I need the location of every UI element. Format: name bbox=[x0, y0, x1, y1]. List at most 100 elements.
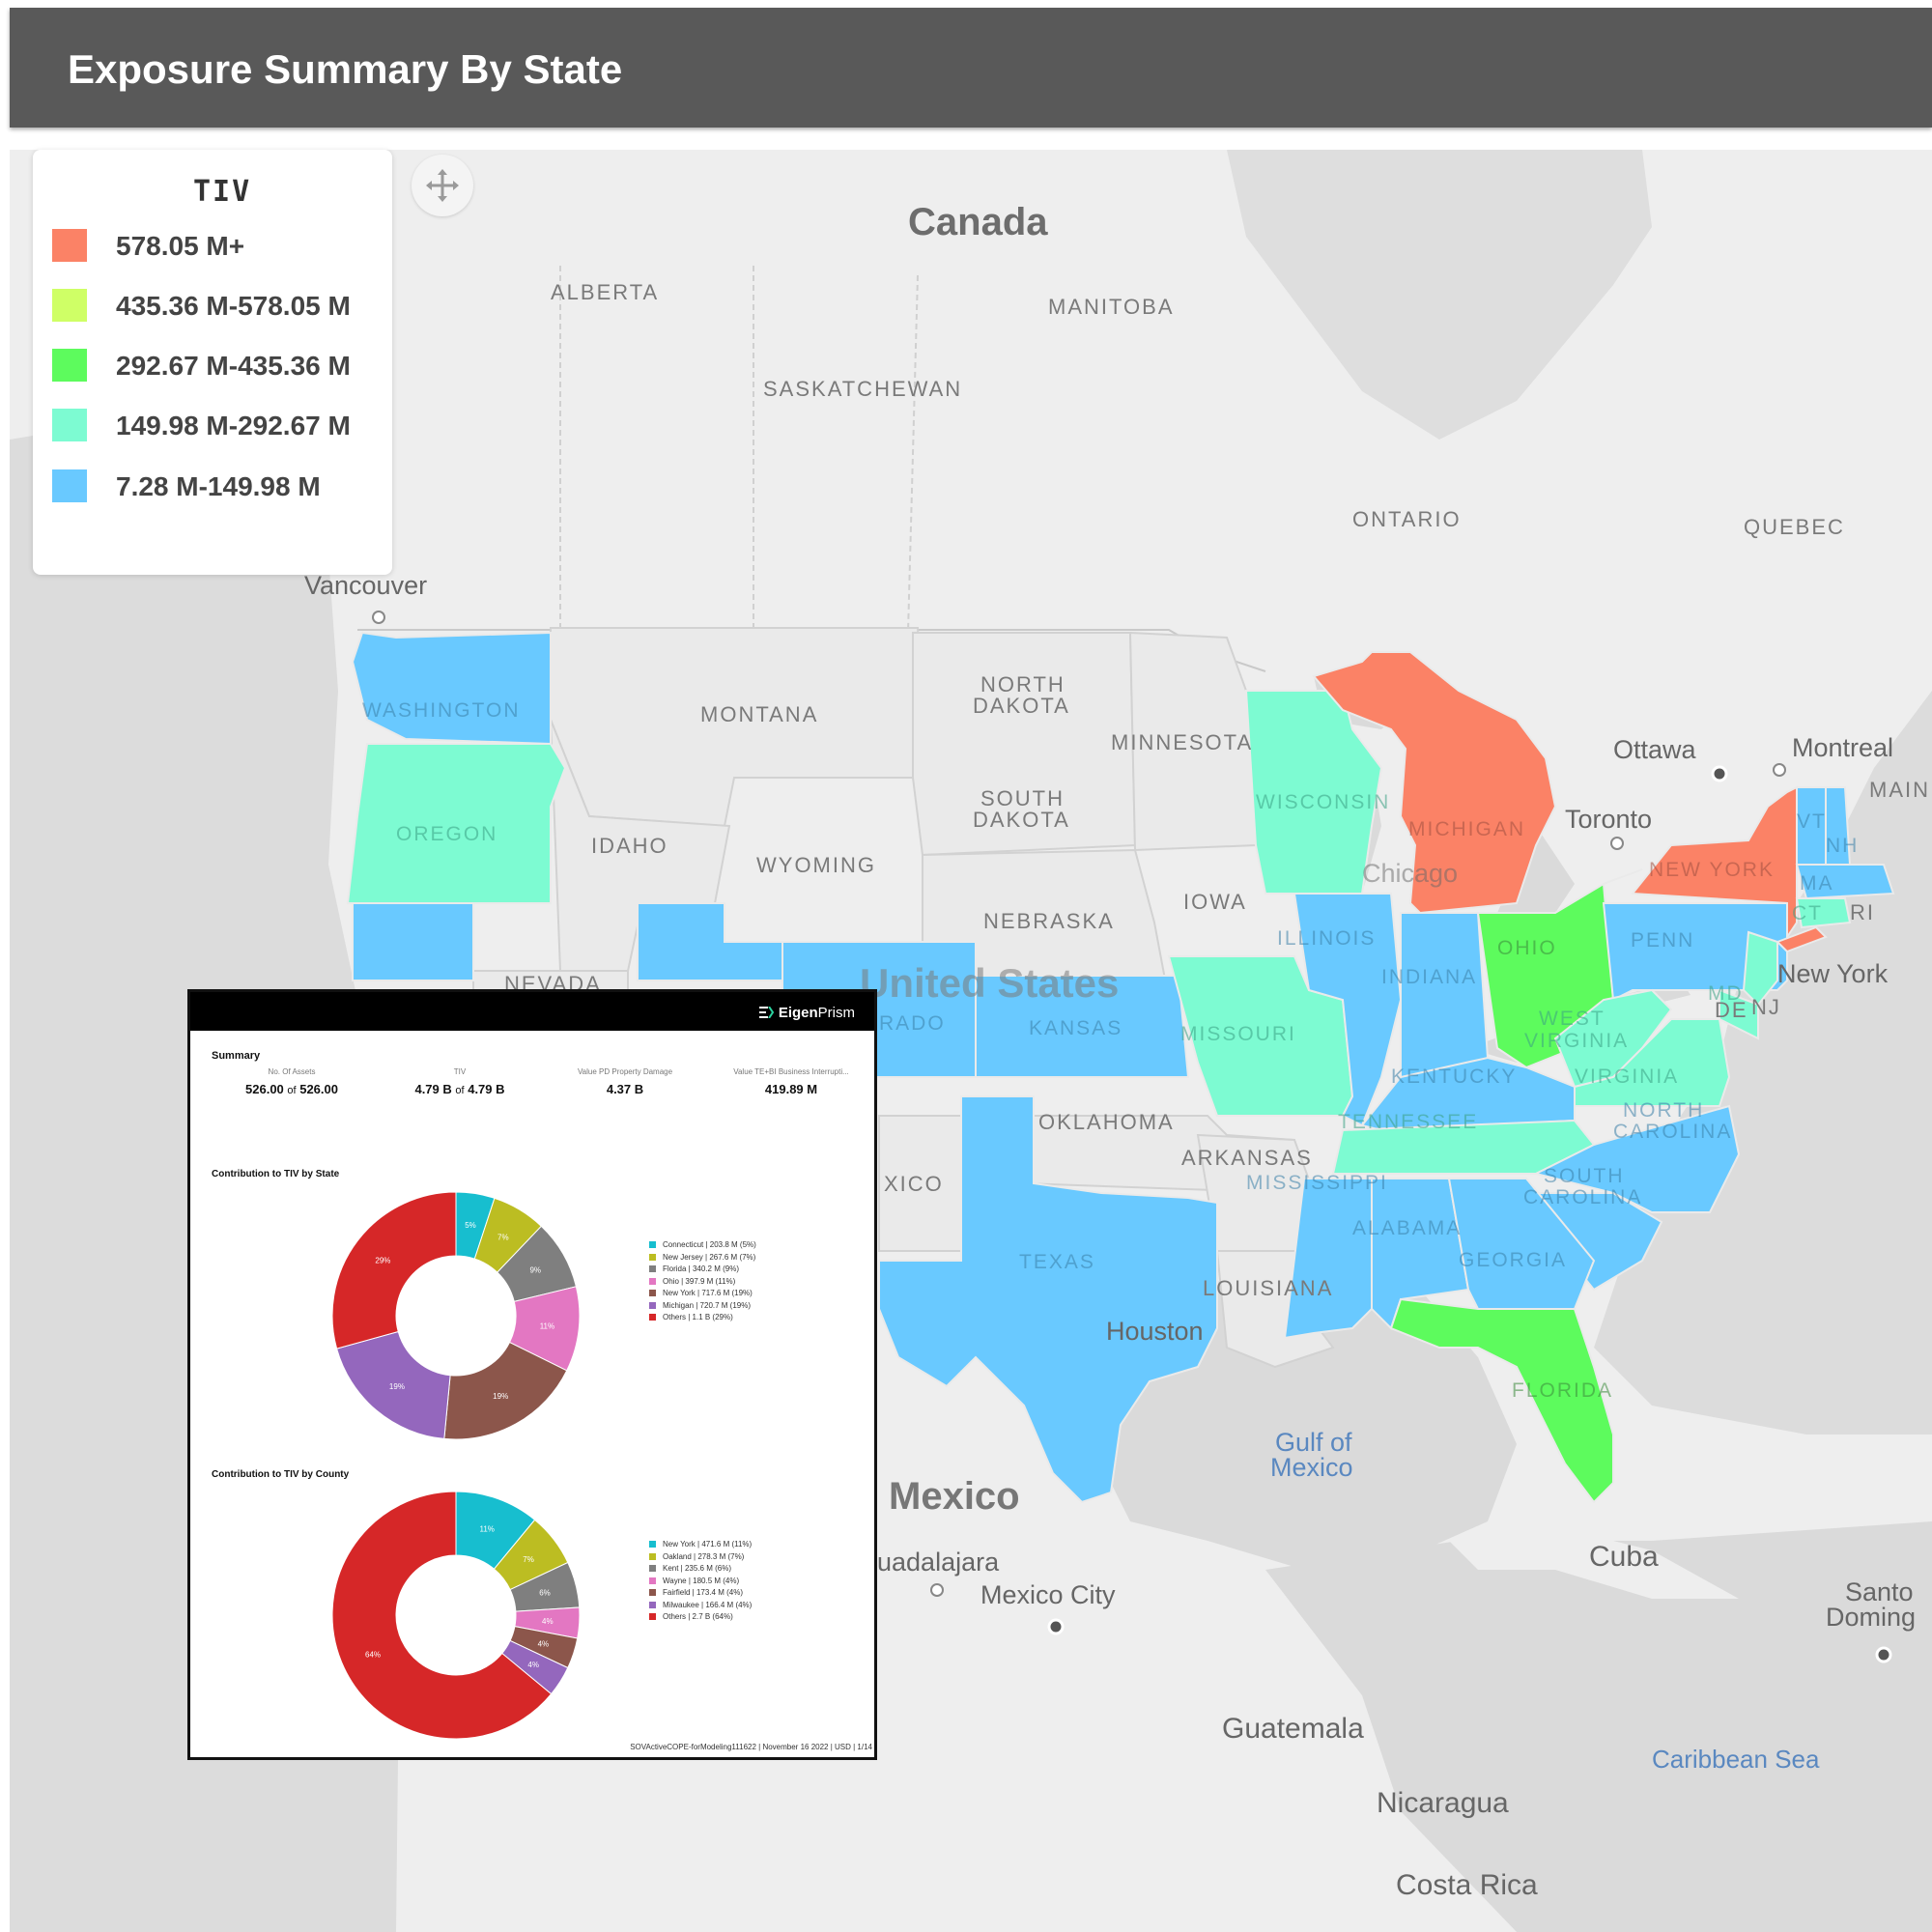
donut-legend-label: Wayne | 180.5 M (4%) bbox=[663, 1576, 740, 1585]
legend-swatch bbox=[52, 289, 87, 322]
label-guatemala: Guatemala bbox=[1222, 1713, 1364, 1745]
donut-legend-item[interactable]: Ohio | 397.9 M (11%) bbox=[649, 1277, 756, 1290]
state-washington[interactable] bbox=[351, 631, 552, 746]
legend-label: 149.98 M-292.67 M bbox=[116, 411, 351, 440]
label-md: MD bbox=[1708, 982, 1744, 1005]
state-long-island[interactable] bbox=[1776, 925, 1828, 953]
label-mexico: Mexico bbox=[889, 1475, 1020, 1518]
donut-legend-label: Michigan | 720.7 M (19%) bbox=[663, 1300, 752, 1310]
metric-label: No. Of Assets bbox=[268, 1067, 316, 1076]
donut-legend-label: New Jersey | 267.6 M (7%) bbox=[663, 1252, 756, 1262]
report-header-bar: EigenPrism bbox=[190, 992, 874, 1031]
label-alabama: ALABAMA bbox=[1352, 1217, 1462, 1239]
label-north-carolina-2: CAROLINA bbox=[1613, 1121, 1732, 1143]
donut-legend-label: Others | 1.1 B (29%) bbox=[663, 1313, 733, 1321]
state-connecticut[interactable] bbox=[1795, 897, 1852, 929]
label-santo-2: Doming bbox=[1826, 1603, 1916, 1632]
label-vt: VT bbox=[1797, 810, 1827, 833]
logo-text-light: Prism bbox=[817, 1005, 855, 1021]
donut-slice[interactable] bbox=[336, 1330, 451, 1439]
metric-tiv: TIV 4.79 B of 4.79 B bbox=[387, 1067, 532, 1096]
donut-legend-swatch bbox=[649, 1265, 656, 1272]
eigenprism-logo: EigenPrism bbox=[758, 1005, 855, 1021]
state-new-york[interactable] bbox=[1631, 785, 1798, 941]
donut-legend-label: Kent | 235.6 M (6%) bbox=[663, 1564, 731, 1573]
donut-slice-label: 19% bbox=[493, 1392, 508, 1401]
donut-legend-swatch bbox=[649, 1253, 656, 1261]
state-new-jersey[interactable] bbox=[1742, 930, 1778, 1007]
donut-legend-item[interactable]: Oakland | 278.3 M (7%) bbox=[649, 1552, 752, 1565]
label-manitoba: MANITOBA bbox=[1048, 295, 1175, 319]
label-west-virginia-2: VIRGINIA bbox=[1524, 1030, 1629, 1052]
label-cuba: Cuba bbox=[1589, 1541, 1659, 1573]
metric-label: TIV bbox=[453, 1067, 467, 1076]
donut-legend-swatch bbox=[649, 1552, 656, 1560]
donut-slice[interactable] bbox=[331, 1191, 457, 1350]
city-dot-toronto bbox=[1610, 837, 1624, 850]
donut-legend-swatch bbox=[649, 1241, 656, 1248]
state-oregon[interactable] bbox=[346, 743, 567, 904]
logo-text-bold: Eigen bbox=[778, 1005, 818, 1021]
donut-legend-item[interactable]: New Jersey | 267.6 M (7%) bbox=[649, 1253, 756, 1265]
label-xico: XICO bbox=[884, 1172, 944, 1196]
state-michigan[interactable] bbox=[1312, 651, 1557, 915]
move-control-button[interactable] bbox=[412, 155, 473, 216]
state-virginia[interactable] bbox=[1574, 1018, 1731, 1107]
city-dot-guadalajara bbox=[930, 1583, 944, 1597]
donut-legend-item[interactable]: Michigan | 720.7 M (19%) bbox=[649, 1301, 756, 1314]
donut-legend-swatch bbox=[649, 1301, 656, 1309]
state-texas[interactable] bbox=[878, 1095, 1218, 1504]
label-arkansas: ARKANSAS bbox=[1181, 1146, 1313, 1170]
donut-slice-label: 5% bbox=[465, 1221, 476, 1230]
label-montreal: Montreal bbox=[1792, 733, 1893, 762]
state-florida[interactable] bbox=[1389, 1297, 1614, 1504]
state-dakotas[interactable] bbox=[912, 632, 1137, 857]
label-wyoming: WYOMING bbox=[756, 853, 876, 877]
label-south-dakota-1: SOUTH bbox=[980, 786, 1065, 810]
donut-legend-item[interactable]: Kent | 235.6 M (6%) bbox=[649, 1564, 752, 1577]
donut-legend-item[interactable]: Fairfield | 173.4 M (4%) bbox=[649, 1588, 752, 1601]
donut-slice[interactable] bbox=[443, 1341, 568, 1440]
label-kentucky: KENTUCKY bbox=[1391, 1065, 1517, 1088]
label-florida: FLORIDA bbox=[1512, 1379, 1613, 1402]
map-view[interactable]: Canada ALBERTA MANITOBA SASKATCHEWAN ONT… bbox=[10, 150, 1932, 1932]
caribbean-sea-water bbox=[1265, 1521, 1932, 1932]
donut-legend-item[interactable]: Others | 2.7 B (64%) bbox=[649, 1612, 752, 1625]
label-ct: CT bbox=[1792, 902, 1823, 924]
state-kansas[interactable] bbox=[975, 975, 1190, 1078]
donut-legend-item[interactable]: Milwaukee | 166.4 M (4%) bbox=[649, 1601, 752, 1613]
metric-business-interruption: Value TE+BI Business Interrupti... 419.8… bbox=[719, 1067, 864, 1096]
donut-slice-label: 4% bbox=[542, 1617, 554, 1626]
state-illinois[interactable] bbox=[1293, 893, 1403, 1127]
label-nh: NH bbox=[1826, 835, 1859, 857]
donut-legend-item[interactable]: New York | 717.6 M (19%) bbox=[649, 1289, 756, 1301]
donut-legend-item[interactable]: Connecticut | 203.8 M (5%) bbox=[649, 1240, 756, 1253]
label-caribbean: Caribbean Sea bbox=[1652, 1745, 1820, 1774]
label-ontario: ONTARIO bbox=[1352, 507, 1462, 531]
label-ottawa: Ottawa bbox=[1613, 735, 1697, 764]
donut-legend-item[interactable]: Wayne | 180.5 M (4%) bbox=[649, 1577, 752, 1589]
state-california[interactable] bbox=[352, 902, 474, 981]
donut-legend-item[interactable]: Florida | 340.2 M (9%) bbox=[649, 1264, 756, 1277]
label-indiana: INDIANA bbox=[1381, 966, 1477, 988]
label-canada: Canada bbox=[908, 201, 1048, 243]
label-gulf-1: Gulf of bbox=[1275, 1428, 1352, 1457]
donut-slice-label: 4% bbox=[538, 1639, 550, 1648]
legend-swatch bbox=[52, 469, 87, 502]
donut-slice[interactable] bbox=[331, 1491, 553, 1740]
donut-legend-swatch bbox=[649, 1601, 656, 1608]
label-washington: WASHINGTON bbox=[362, 699, 521, 722]
metric-value: 526.00 of 526.00 bbox=[245, 1082, 338, 1096]
donut-legend-swatch bbox=[649, 1589, 656, 1596]
label-texas: TEXAS bbox=[1019, 1251, 1095, 1273]
label-santo-1: Santo bbox=[1845, 1577, 1914, 1606]
donut-legend-item[interactable]: Others | 1.1 B (29%) bbox=[649, 1313, 756, 1325]
label-north-dakota-1: NORTH bbox=[980, 672, 1065, 696]
state-maryland-delaware[interactable] bbox=[1719, 988, 1759, 1040]
label-idaho: IDAHO bbox=[591, 834, 668, 858]
page-header: Exposure Summary By State bbox=[10, 8, 1932, 128]
city-dot-vancouver bbox=[372, 611, 385, 624]
summary-heading: Summary bbox=[212, 1050, 261, 1062]
donut-legend-item[interactable]: New York | 471.6 M (11%) bbox=[649, 1540, 752, 1552]
state-massachusetts[interactable] bbox=[1795, 864, 1895, 900]
